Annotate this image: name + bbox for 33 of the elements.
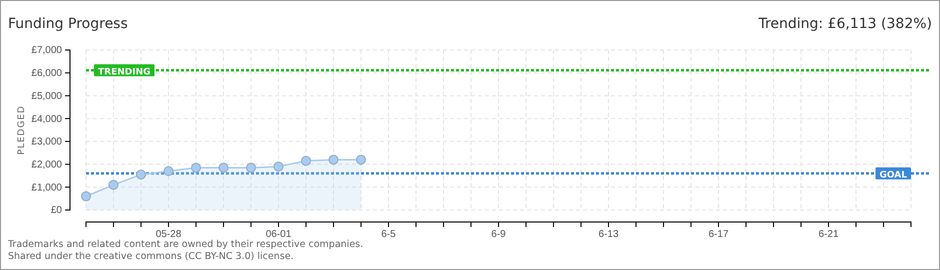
point — [218, 162, 228, 173]
point — [301, 156, 311, 166]
point — [246, 162, 256, 173]
y-tick-label: £6,000 — [31, 68, 62, 80]
ref-line-label: TRENDING — [98, 67, 150, 78]
point — [164, 166, 174, 176]
y-axis-title: PLEDGED — [17, 105, 27, 155]
point — [328, 154, 338, 165]
point — [191, 162, 201, 173]
y-tick-label: £4,000 — [31, 114, 62, 125]
y-tick-label: £5,000 — [31, 90, 62, 102]
point — [136, 170, 146, 180]
chart-subtitle: Trending: £6,113 (382%) — [757, 16, 932, 32]
text: Trademarks and related content are owned by their respective companies. — [7, 239, 364, 250]
x-tick-label: 6-21 — [818, 229, 839, 240]
point — [356, 154, 366, 165]
x-tick-label: 05-28 — [156, 229, 182, 240]
y-tick-label: £1,000 — [31, 182, 62, 194]
y-tick-label: £2,000 — [31, 159, 62, 170]
x-tick-label: 6-5 — [381, 229, 396, 240]
text: Shared under the creative commons (CC BY-NC 3.0) license. — [8, 251, 294, 262]
x-tick-label: 6-13 — [598, 229, 619, 240]
y-tick-label: £3,000 — [31, 136, 62, 148]
point — [108, 180, 118, 190]
chart-title: Funding Progress — [8, 16, 128, 32]
x-tick-label: 06-01 — [266, 229, 292, 240]
point — [274, 162, 284, 172]
x-tick-label: 6-17 — [708, 229, 729, 240]
y-tick-label: £0 — [50, 205, 62, 216]
ref-line-label: GOAL — [880, 170, 908, 180]
point — [81, 191, 91, 202]
x-tick-label: 6-9 — [491, 229, 506, 240]
y-tick-label: £7,000 — [31, 45, 62, 56]
